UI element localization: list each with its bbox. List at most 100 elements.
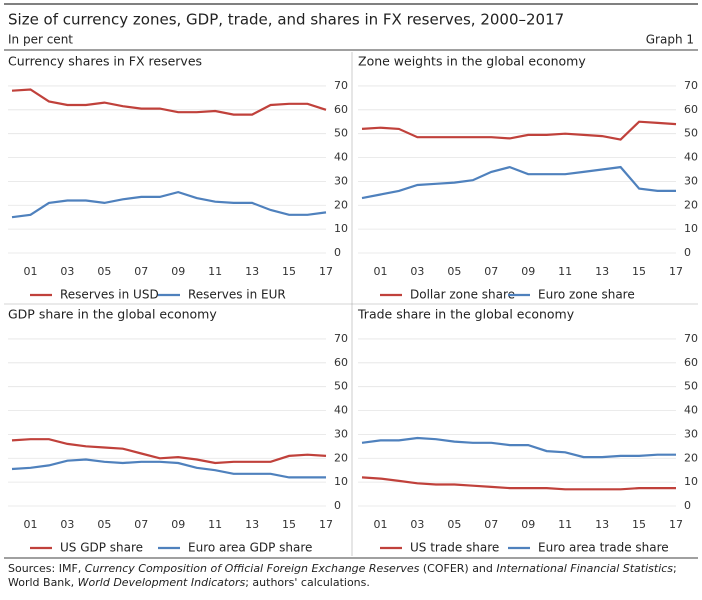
y-tick-label: 10 xyxy=(684,475,698,488)
x-tick-label: 01 xyxy=(23,265,37,278)
panel-title: Currency shares in FX reserves xyxy=(8,54,202,69)
legend-label: Euro area GDP share xyxy=(188,541,312,555)
y-tick-label: 60 xyxy=(684,103,698,116)
series-line xyxy=(361,120,677,141)
y-tick-label: 10 xyxy=(334,475,348,488)
sources: Sources: IMF, Currency Composition of Of… xyxy=(8,562,698,590)
series-line xyxy=(11,190,327,219)
x-tick-label: 01 xyxy=(373,518,387,531)
y-tick-label: 70 xyxy=(684,79,698,92)
y-tick-label: 50 xyxy=(684,380,698,393)
x-tick-label: 13 xyxy=(595,265,609,278)
legend-label: Reserves in EUR xyxy=(188,288,286,302)
x-tick-label: 09 xyxy=(171,518,185,531)
x-tick-label: 03 xyxy=(60,518,74,531)
y-tick-label: 50 xyxy=(334,127,348,140)
x-tick-label: 05 xyxy=(447,518,461,531)
y-tick-label: 0 xyxy=(334,499,341,512)
x-tick-label: 07 xyxy=(134,265,148,278)
y-tick-label: 40 xyxy=(684,404,698,417)
x-tick-label: 13 xyxy=(245,265,259,278)
series-line xyxy=(11,438,327,465)
y-tick-label: 40 xyxy=(334,404,348,417)
y-tick-label: 60 xyxy=(334,103,348,116)
source-text: (COFER) and xyxy=(419,562,497,575)
legend-label: Euro zone share xyxy=(538,288,635,302)
y-tick-label: 0 xyxy=(684,246,691,259)
y-tick-label: 20 xyxy=(334,451,348,464)
x-tick-label: 13 xyxy=(595,518,609,531)
x-tick-label: 15 xyxy=(282,265,296,278)
x-tick-label: 17 xyxy=(319,265,333,278)
x-tick-label: 03 xyxy=(410,518,424,531)
y-tick-label: 70 xyxy=(684,332,698,345)
y-tick-label: 0 xyxy=(684,499,691,512)
x-tick-label: 05 xyxy=(447,265,461,278)
x-tick-label: 03 xyxy=(410,265,424,278)
legend-label: US trade share xyxy=(410,541,499,555)
x-tick-label: 11 xyxy=(558,265,572,278)
x-tick-label: 09 xyxy=(171,265,185,278)
x-tick-label: 11 xyxy=(208,518,222,531)
panel-title: GDP share in the global economy xyxy=(8,307,217,322)
source-text: Currency Composition of Official Foreign… xyxy=(84,562,420,575)
y-tick-label: 30 xyxy=(684,174,698,187)
source-text: Sources: IMF, xyxy=(8,562,85,575)
x-tick-label: 09 xyxy=(521,265,535,278)
x-tick-label: 05 xyxy=(97,265,111,278)
series-line xyxy=(361,165,676,200)
y-tick-label: 30 xyxy=(684,427,698,440)
x-tick-label: 17 xyxy=(669,265,683,278)
y-tick-label: 30 xyxy=(334,174,348,187)
series-line xyxy=(361,436,676,459)
x-tick-label: 01 xyxy=(23,518,37,531)
x-tick-label: 17 xyxy=(319,518,333,531)
x-tick-label: 15 xyxy=(632,265,646,278)
panel-title: Zone weights in the global economy xyxy=(358,54,586,69)
panel-title: Trade share in the global economy xyxy=(357,307,575,322)
x-tick-label: 15 xyxy=(632,518,646,531)
x-tick-label: 01 xyxy=(373,265,387,278)
legend-label: Reserves in USD xyxy=(60,288,159,302)
x-tick-label: 11 xyxy=(558,518,572,531)
x-tick-label: 07 xyxy=(484,518,498,531)
x-tick-label: 17 xyxy=(669,518,683,531)
x-tick-label: 13 xyxy=(245,518,259,531)
y-tick-label: 50 xyxy=(334,380,348,393)
x-tick-label: 11 xyxy=(208,265,222,278)
series-line xyxy=(11,458,326,479)
y-tick-label: 70 xyxy=(334,79,348,92)
x-tick-label: 09 xyxy=(521,518,535,531)
source-text: ; authors' calculations. xyxy=(245,576,370,589)
series-line xyxy=(11,88,327,116)
x-tick-label: 05 xyxy=(97,518,111,531)
source-text: International Financial Statistics xyxy=(496,562,674,575)
y-tick-label: 60 xyxy=(334,356,348,369)
x-tick-label: 15 xyxy=(282,518,296,531)
y-tick-label: 40 xyxy=(334,151,348,164)
x-tick-label: 07 xyxy=(134,518,148,531)
subtitle: In per cent xyxy=(8,33,73,47)
y-tick-label: 30 xyxy=(334,427,348,440)
series-line xyxy=(361,476,676,491)
y-tick-label: 70 xyxy=(334,332,348,345)
y-tick-label: 20 xyxy=(684,451,698,464)
y-tick-label: 20 xyxy=(334,198,348,211)
y-tick-label: 10 xyxy=(334,222,348,235)
y-tick-label: 0 xyxy=(334,246,341,259)
y-tick-label: 20 xyxy=(684,198,698,211)
graph-label: Graph 1 xyxy=(646,33,694,47)
source-text: World Development Indicators xyxy=(77,576,246,589)
x-tick-label: 07 xyxy=(484,265,498,278)
y-tick-label: 10 xyxy=(684,222,698,235)
legend-label: Euro area trade share xyxy=(538,541,669,555)
y-tick-label: 50 xyxy=(684,127,698,140)
legend-label: Dollar zone share xyxy=(410,288,515,302)
x-tick-label: 03 xyxy=(60,265,74,278)
legend-label: US GDP share xyxy=(60,541,143,555)
y-tick-label: 40 xyxy=(684,151,698,164)
chart-title: Size of currency zones, GDP, trade, and … xyxy=(8,11,564,29)
source-text: ; World Bank, xyxy=(8,562,677,589)
